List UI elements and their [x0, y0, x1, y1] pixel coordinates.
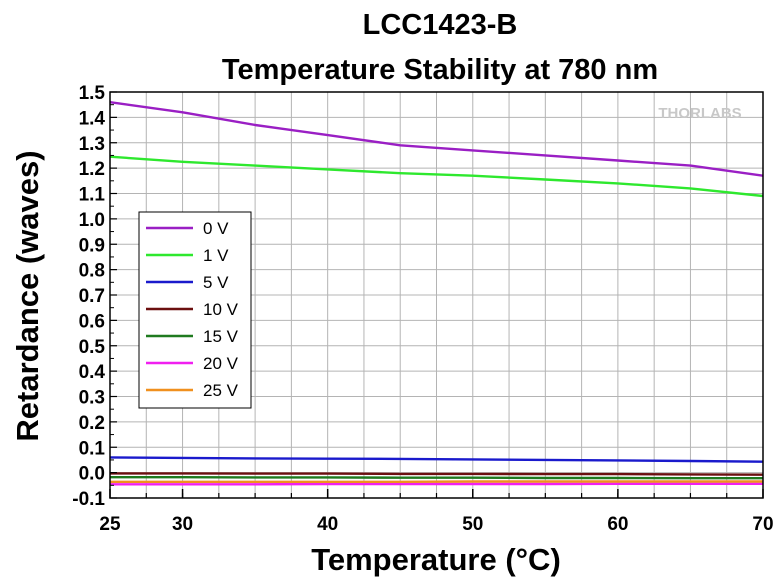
- axis-ticks: [109, 91, 764, 499]
- series-line-5v: [109, 456, 764, 463]
- x-tick-label: 40: [317, 514, 338, 535]
- series-line-15v: [110, 476, 763, 480]
- legend-label: 1 V: [203, 246, 229, 265]
- x-tick-labels: 25 30 40 50 60 70: [99, 514, 773, 535]
- y-tick-label: 1.4: [79, 108, 106, 129]
- x-tick-label: 30: [172, 514, 193, 535]
- y-tick-label: 0.6: [79, 311, 105, 332]
- y-tick-label: 0.1: [79, 438, 106, 459]
- y-tick-label: 0.9: [79, 235, 105, 256]
- y-tick-label: 0.2: [79, 413, 105, 434]
- grid-lines: [110, 92, 763, 498]
- y-tick-label: 0.5: [79, 337, 106, 358]
- x-axis-title: Temperature (°C): [311, 542, 561, 577]
- y-tick-labels: -0.1 0.0 0.1 0.2 0.3 0.4 0.5 0.6 0.7 0.8 0.9 1.0 1.1…: [72, 83, 105, 510]
- y-axis-title: Retardance (waves): [10, 150, 45, 441]
- y-tick-label: 1.5: [79, 83, 106, 104]
- y-tick-label: 0.4: [79, 362, 106, 383]
- series-line-1v: [109, 155, 764, 198]
- x-tick-label: 25: [99, 514, 121, 535]
- y-tick-label: 1.0: [79, 210, 105, 231]
- legend-label: 0 V: [203, 219, 229, 238]
- series-line-10v: [110, 472, 764, 476]
- series-lines: [109, 101, 764, 486]
- y-tick-label: 1.2: [79, 159, 105, 180]
- x-tick-label: 70: [752, 514, 773, 535]
- series-line-20v: [110, 482, 763, 486]
- legend-label: 20 V: [203, 354, 239, 373]
- y-tick-label: 0.0: [79, 464, 105, 485]
- y-tick-label: 0.3: [79, 388, 105, 409]
- legend: 0 V 1 V 5 V 10 V 15 V 20 V 25 V: [138, 211, 252, 409]
- y-tick-label: 0.7: [79, 286, 105, 307]
- x-tick-label: 50: [462, 514, 483, 535]
- legend-label: 15 V: [203, 327, 239, 346]
- y-tick-label: 1.3: [79, 134, 105, 155]
- chart-subtitle: Temperature Stability at 780 nm: [222, 54, 658, 86]
- legend-label: 10 V: [203, 300, 239, 319]
- chart-title: LCC1423-B: [363, 9, 518, 41]
- thorlabs-watermark: THORLABS: [658, 105, 741, 122]
- x-tick-label: 60: [607, 514, 628, 535]
- y-tick-label: 1.1: [79, 185, 106, 206]
- legend-box: [138, 211, 252, 409]
- legend-label: 25 V: [203, 381, 239, 400]
- series-line-0v: [109, 101, 764, 177]
- legend-label: 5 V: [203, 273, 229, 292]
- y-tick-label: -0.1: [72, 489, 105, 510]
- y-tick-label: 0.8: [79, 261, 105, 282]
